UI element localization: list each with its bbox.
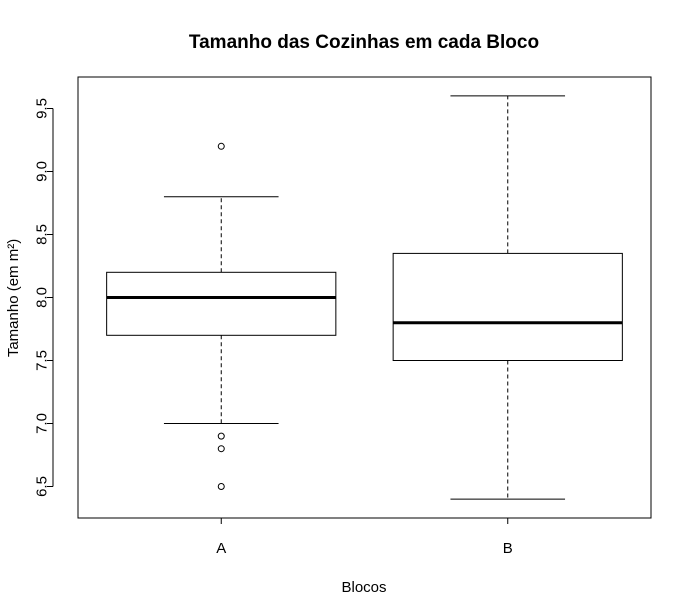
box-a (106, 142, 337, 490)
chart-title: Tamanho das Cozinhas em cada Bloco (189, 32, 539, 53)
y-axis: 6.5 7.0 7.5 8.0 8.5 9.0 9.5 (33, 98, 54, 497)
y-axis-label: Tamanho (em m²) (5, 239, 22, 357)
y-tick-label: 6.5 (33, 476, 50, 497)
y-tick-label: 9.0 (33, 161, 50, 182)
x-tick-label: A (216, 540, 226, 557)
outlier-point (217, 445, 225, 453)
box-b (392, 95, 623, 500)
outlier-point (217, 432, 225, 440)
y-tick-label: 8.5 (33, 224, 50, 245)
iqr-box (106, 271, 337, 336)
x-tick-label: B (503, 540, 513, 557)
iqr-box (392, 252, 623, 361)
y-tick-label: 8.0 (33, 287, 50, 308)
y-tick-label: 7.0 (33, 413, 50, 434)
outlier-point (217, 483, 225, 490)
x-axis-label: Blocos (341, 579, 386, 596)
outlier-point (217, 142, 225, 150)
y-tick-label: 9.5 (33, 98, 50, 119)
box-group (106, 95, 623, 500)
y-tick-label: 7.5 (33, 350, 50, 371)
